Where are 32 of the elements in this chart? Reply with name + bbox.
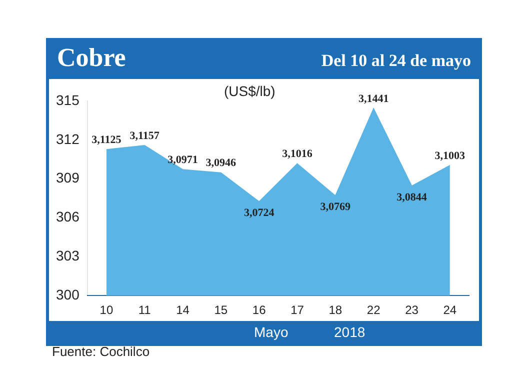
chart-subtitle: Del 10 al 24 de mayo: [321, 51, 471, 71]
data-label: 3,1125: [92, 134, 122, 146]
text: 2018: [334, 324, 366, 340]
data-label: 3,0724: [244, 207, 275, 220]
x-tick-label: 23: [405, 303, 419, 318]
y-tick-label: 303: [56, 248, 80, 264]
chart-title: Cobre: [57, 43, 126, 73]
data-label: 3,1441: [358, 93, 389, 105]
x-tick-label: 14: [176, 303, 190, 318]
x-tick-label: 24: [443, 303, 457, 318]
data-label: 3,1003: [434, 150, 466, 162]
data-label: 3,1157: [130, 130, 160, 142]
y-tick-label: 306: [56, 208, 80, 225]
x-tick-label: 10: [100, 303, 114, 318]
y-tick-label: 309: [56, 170, 80, 186]
x-tick-label: 11: [138, 303, 152, 318]
data-label: 3,0844: [396, 191, 428, 204]
y-tick-label: 312: [56, 130, 80, 147]
data-label: 3,0971: [168, 154, 198, 166]
y-axis-title: (US$/lb): [224, 83, 276, 99]
y-tick-label: 300: [56, 286, 80, 302]
data-label: 3,1016: [282, 148, 313, 160]
text: Mayo: [254, 324, 288, 340]
data-label: 3,0946: [206, 157, 237, 170]
x-tick-label: 18: [328, 303, 342, 318]
data-label: 3,0769: [320, 201, 352, 214]
source-note: Fuente: Cochilco: [52, 344, 150, 359]
x-tick-label: 22: [366, 303, 381, 318]
y-tick-label: 315: [56, 92, 80, 108]
x-tick-label: 16: [252, 303, 266, 318]
x-tick-label: 17: [290, 303, 304, 318]
x-tick-label: 15: [214, 303, 228, 318]
